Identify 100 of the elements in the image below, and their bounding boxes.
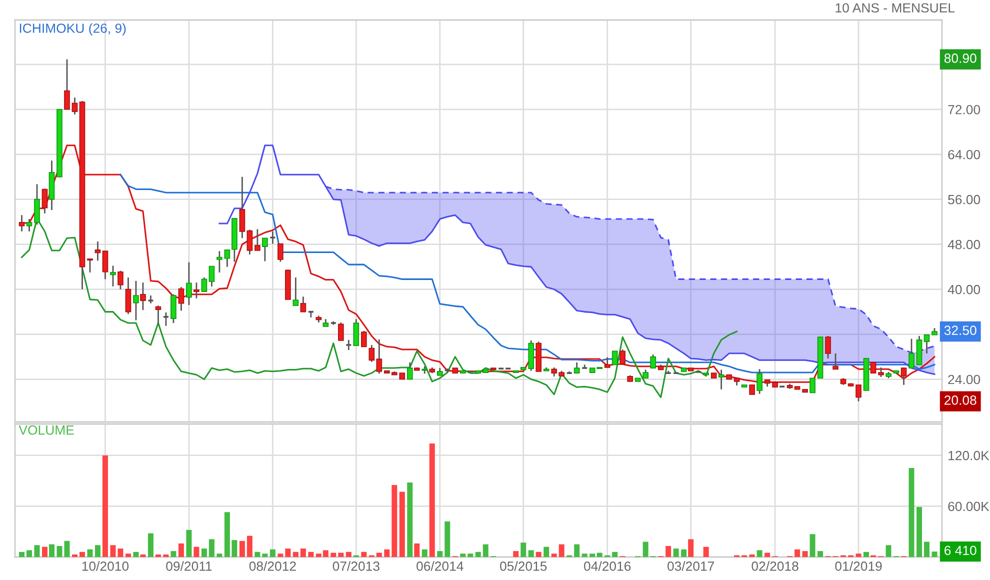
bar xyxy=(392,484,398,557)
bar xyxy=(292,552,298,557)
annotation: 20.08 xyxy=(944,396,976,405)
bar xyxy=(460,554,466,557)
y-tick-label: 24.00 xyxy=(948,374,980,384)
candlestick xyxy=(239,176,246,239)
candlestick xyxy=(110,265,116,288)
bar xyxy=(437,551,443,557)
bar xyxy=(407,482,413,557)
bar xyxy=(916,507,922,557)
bar xyxy=(194,546,200,557)
bar xyxy=(544,546,550,557)
bar xyxy=(118,548,124,557)
bar xyxy=(642,542,648,557)
candlestick xyxy=(162,312,170,327)
candlestick xyxy=(133,280,139,321)
bar xyxy=(666,546,672,557)
line-series xyxy=(218,144,936,375)
candlestick xyxy=(26,218,32,232)
candlestick xyxy=(208,266,215,288)
bar xyxy=(810,534,816,557)
x-tick-label: 08/2012 xyxy=(249,561,296,571)
x-tick-label: 09/2011 xyxy=(166,561,212,571)
bar xyxy=(140,554,146,557)
candlestick xyxy=(406,362,413,380)
bar xyxy=(330,552,336,557)
x-tick-label: 02/2018 xyxy=(752,561,798,571)
bar xyxy=(34,545,40,557)
candlestick xyxy=(94,240,101,262)
candlestick xyxy=(278,243,284,262)
candlestick xyxy=(18,214,25,232)
chart-subtitle: 10 ANS - MENSUEL xyxy=(836,3,955,13)
bar xyxy=(703,546,709,557)
chart-title: ICHIMOKU (26, 9) xyxy=(20,23,126,36)
bar xyxy=(590,554,596,557)
x-tick-label: 01/2019 xyxy=(835,561,882,571)
bar xyxy=(688,539,694,557)
candlestick xyxy=(155,304,162,325)
annotation: 80.90 xyxy=(944,54,976,63)
candlestick xyxy=(87,258,93,274)
annotation: 32.50 xyxy=(944,326,976,336)
bar xyxy=(19,552,24,557)
candlestick xyxy=(64,58,70,110)
y-tick-label: 64.00 xyxy=(948,150,980,160)
candlestick xyxy=(170,294,176,324)
candlestick xyxy=(140,282,146,311)
bar xyxy=(186,530,192,557)
bar xyxy=(908,468,914,557)
bar xyxy=(932,552,938,557)
bar xyxy=(163,554,169,557)
candlestick xyxy=(620,348,626,365)
bar xyxy=(42,546,48,557)
y-tick-label: 40.00 xyxy=(948,284,980,294)
bar xyxy=(536,552,542,557)
candlestick xyxy=(718,369,724,390)
y-tick-label: 60.00K xyxy=(948,502,990,512)
bar xyxy=(681,549,687,557)
candlestick xyxy=(650,354,656,369)
bar xyxy=(239,540,245,557)
candlestick xyxy=(269,230,276,244)
bar xyxy=(818,551,824,557)
bar xyxy=(764,552,770,557)
candlestick xyxy=(118,270,124,290)
x-tick-label: 05/2015 xyxy=(500,561,547,571)
candlestick xyxy=(72,96,78,116)
bar xyxy=(56,546,62,557)
bar xyxy=(520,542,526,557)
bar xyxy=(94,545,100,557)
bar xyxy=(110,545,116,557)
bar xyxy=(528,550,534,557)
bar xyxy=(574,544,580,557)
bar xyxy=(170,551,176,557)
bar xyxy=(48,544,54,557)
candlestick xyxy=(825,335,831,360)
candlestick xyxy=(254,228,260,252)
bar xyxy=(201,548,207,557)
bar xyxy=(361,552,367,557)
bar xyxy=(864,552,870,557)
candlestick xyxy=(878,366,884,378)
x-tick-label: 04/2016 xyxy=(584,561,631,571)
chart-title: VOLUME xyxy=(18,425,74,435)
bar xyxy=(254,552,260,557)
candlestick xyxy=(924,334,930,354)
bar xyxy=(513,551,519,557)
bar xyxy=(155,554,161,557)
bar xyxy=(924,542,930,557)
bar xyxy=(756,550,762,557)
candlestick xyxy=(246,229,253,256)
bar xyxy=(802,551,808,557)
bar xyxy=(87,549,93,557)
y-tick-label: 120.0K xyxy=(948,450,990,460)
bar xyxy=(414,543,420,557)
bar xyxy=(384,549,390,557)
bar xyxy=(300,548,306,557)
bar xyxy=(278,554,284,557)
candlestick xyxy=(262,237,268,262)
candlestick xyxy=(338,322,344,342)
bar xyxy=(216,554,222,557)
bar xyxy=(558,544,564,557)
x-tick-label: 06/2014 xyxy=(416,561,464,571)
